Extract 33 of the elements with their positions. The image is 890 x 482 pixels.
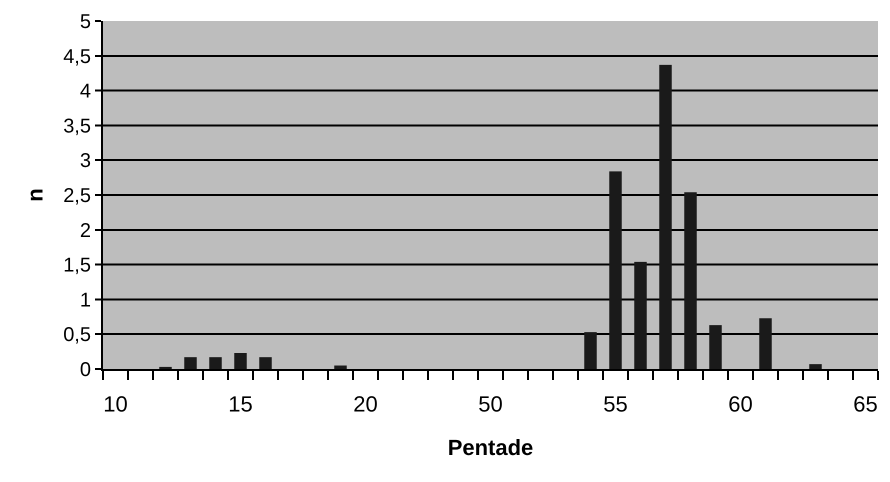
x-tick-label: 10 — [103, 391, 128, 416]
bar — [334, 366, 347, 369]
bar — [259, 357, 272, 369]
bar — [709, 325, 722, 369]
y-tick-label: 5 — [80, 11, 91, 33]
x-tick-label: 55 — [603, 391, 628, 416]
bar — [809, 364, 822, 369]
y-tick-label: 2 — [80, 220, 91, 242]
y-tick-label: 0 — [80, 359, 91, 381]
y-tick-label: 3 — [80, 150, 91, 172]
y-tick-label: 3,5 — [63, 115, 91, 138]
y-tick-label: 1 — [80, 289, 91, 312]
x-tick-label: 60 — [728, 391, 753, 416]
bar — [584, 332, 597, 369]
bar — [184, 357, 197, 369]
x-tick-label: 15 — [228, 391, 253, 416]
x-tick-label: 20 — [353, 391, 378, 416]
x-tick-label: 50 — [478, 391, 503, 416]
bar — [759, 318, 772, 369]
bar — [634, 262, 647, 369]
bar — [234, 352, 247, 369]
bar — [209, 357, 222, 369]
y-tick-label: 1,5 — [63, 254, 91, 277]
bar — [684, 192, 697, 369]
y-tick-label: 2,5 — [63, 185, 91, 207]
y-tick-label: 0,5 — [63, 324, 91, 346]
y-axis-title: n — [22, 188, 48, 202]
y-tick-label: 4,5 — [63, 46, 91, 68]
bar — [609, 171, 622, 369]
y-tick-label: 4 — [80, 80, 91, 103]
bar — [659, 64, 672, 369]
x-tick-label: 65 — [853, 391, 878, 416]
x-axis-title: Pentade — [448, 434, 534, 460]
